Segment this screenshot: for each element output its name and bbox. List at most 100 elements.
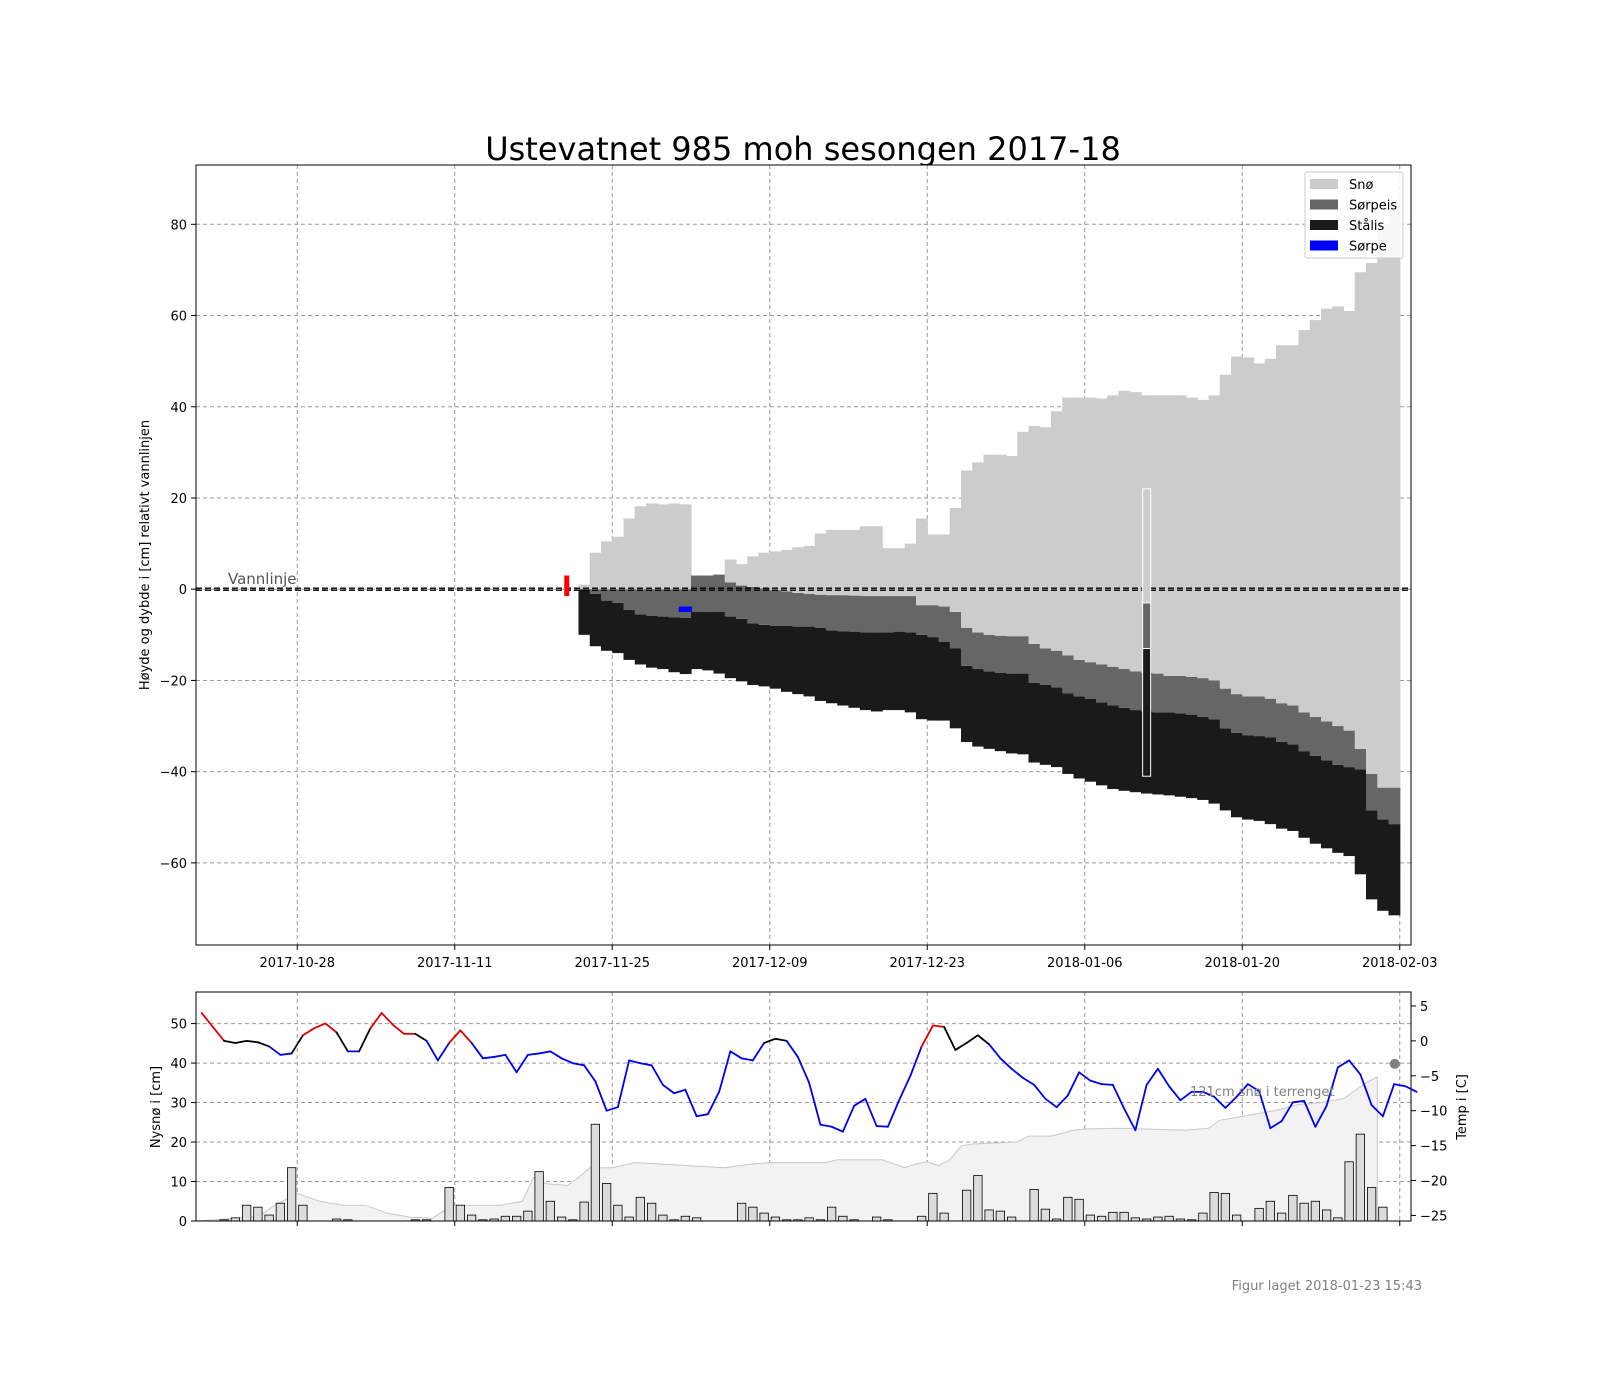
new-snow-bar — [242, 1204, 252, 1222]
main-x-tick-label: 2017-12-09 — [732, 956, 808, 971]
lower-y2-tick-label: 0 — [1420, 1035, 1428, 1050]
new-snow-bar — [1209, 1192, 1219, 1222]
new-snow-bar — [444, 1187, 454, 1222]
slush-ice-bar — [1231, 694, 1243, 733]
snow-bar — [747, 556, 760, 587]
snow-bar — [1354, 272, 1367, 749]
slush-ice-bar — [1366, 773, 1378, 811]
temperature-segment — [1134, 1083, 1148, 1132]
snow-bar — [1332, 306, 1345, 727]
temperature-segment — [391, 1023, 406, 1035]
snow-bar — [1231, 356, 1243, 695]
temperature-segment — [425, 1039, 439, 1062]
new-snow-bar — [1220, 1192, 1230, 1222]
temperature-segment — [200, 1012, 214, 1028]
slush-ice-bar — [702, 575, 715, 613]
temperature-segment — [1325, 1066, 1339, 1107]
new-snow-bar — [1288, 1194, 1298, 1222]
snow-bar — [792, 547, 805, 593]
temperature-segment — [1111, 1083, 1126, 1110]
temperature-segment — [931, 1024, 946, 1028]
slush-ice-bar — [724, 582, 737, 617]
new-snow-bar — [962, 1189, 972, 1222]
slush-ice-bar — [826, 595, 838, 631]
snow-bar — [1163, 395, 1176, 676]
temperature-segment — [1033, 1083, 1047, 1100]
clear-ice-bar — [1197, 716, 1210, 800]
clear-ice-bar — [1039, 685, 1052, 765]
temperature-segment — [1359, 1073, 1373, 1107]
snow-bar — [1017, 431, 1030, 637]
new-snow-bar — [680, 1215, 690, 1222]
slush-ice-bar — [1242, 696, 1255, 736]
slush-ice-bar — [668, 589, 681, 618]
clear-ice-bar — [1186, 714, 1198, 799]
temperature-segment — [740, 1057, 754, 1062]
temperature-segment — [1303, 1100, 1317, 1128]
slush-ice-bar — [994, 635, 1007, 673]
new-snow-bar — [557, 1216, 567, 1222]
terrain-snow-annotation: 121cm snø i terrenget — [1190, 1085, 1334, 1100]
snow-bar — [904, 543, 917, 597]
clear-ice-bar — [1219, 728, 1232, 811]
temperature-segment — [571, 1062, 586, 1067]
main-x-tick-label: 2017-11-11 — [417, 956, 493, 971]
clear-ice-bar — [713, 612, 726, 674]
slush-ice-bar — [646, 589, 658, 616]
clear-ice-bar — [623, 609, 636, 660]
slush-ice-bar — [916, 605, 928, 635]
temperature-segment — [1145, 1067, 1159, 1086]
temperature-segment — [920, 1024, 934, 1048]
new-snow-bar — [1367, 1187, 1377, 1222]
new-snow-bar — [1040, 1208, 1050, 1222]
new-snow-bar — [467, 1214, 477, 1222]
slush-ice-bar — [1051, 650, 1063, 688]
slush-ice-bar — [1298, 712, 1311, 752]
clear-ice-bar — [1017, 673, 1030, 755]
snow-bar — [972, 462, 985, 633]
new-snow-bar — [995, 1210, 1005, 1222]
main-x-tick-label: 2017-11-25 — [574, 956, 650, 971]
snow-bar — [769, 551, 782, 591]
slush-ice-bar — [927, 605, 940, 638]
main-y-tick-label: 40 — [170, 401, 187, 416]
temperature-segment — [1246, 1083, 1261, 1093]
figure-timestamp: Figur laget 2018-01-23 15:43 — [1232, 1279, 1422, 1294]
main-y-tick-label: −60 — [160, 857, 187, 872]
slush-ice-bar — [679, 589, 692, 618]
new-snow-bar — [1063, 1196, 1073, 1222]
snow-bar — [1039, 427, 1052, 649]
new-snow-bar — [545, 1200, 555, 1222]
temperature-segment — [245, 1039, 259, 1044]
new-snow-bar — [759, 1212, 769, 1222]
slush-ice-bar — [1208, 680, 1221, 720]
temperature-segment — [729, 1050, 743, 1060]
snow-bar — [601, 541, 613, 590]
temperature-segment — [1213, 1095, 1227, 1109]
new-snow-bar — [1277, 1212, 1287, 1222]
clear-ice-bar — [1118, 707, 1131, 791]
new-snow-bar — [523, 1210, 533, 1222]
temperature-segment — [358, 1027, 372, 1053]
legend-swatch — [1310, 199, 1338, 210]
new-snow-bar — [253, 1206, 263, 1222]
clear-ice-bar — [769, 625, 782, 689]
snow-bar — [634, 506, 647, 590]
temperature-segment — [763, 1037, 777, 1044]
main-x-tick-label: 2017-10-28 — [259, 956, 335, 971]
temperature-segment — [785, 1039, 799, 1058]
slush-ice-bar — [1129, 671, 1142, 711]
clear-ice-bar — [578, 589, 591, 635]
main-ticks: 80 60 40 20 0 −20 −40 −60 2017-10-28 2017-11-11 20… — [160, 218, 1438, 971]
temperature-segment — [774, 1037, 788, 1042]
slush-ice-bar — [938, 606, 951, 642]
clear-ice-bar — [961, 665, 973, 743]
temperature-segment — [313, 1022, 327, 1030]
temperature-segment — [1235, 1083, 1249, 1098]
snow-bar — [1197, 399, 1210, 679]
clear-ice-bar — [1006, 673, 1018, 754]
slush-ice-bar — [1152, 673, 1165, 713]
slush-ice-bar — [634, 589, 647, 615]
snow-bar — [736, 564, 748, 586]
temperature-segment — [706, 1090, 721, 1116]
